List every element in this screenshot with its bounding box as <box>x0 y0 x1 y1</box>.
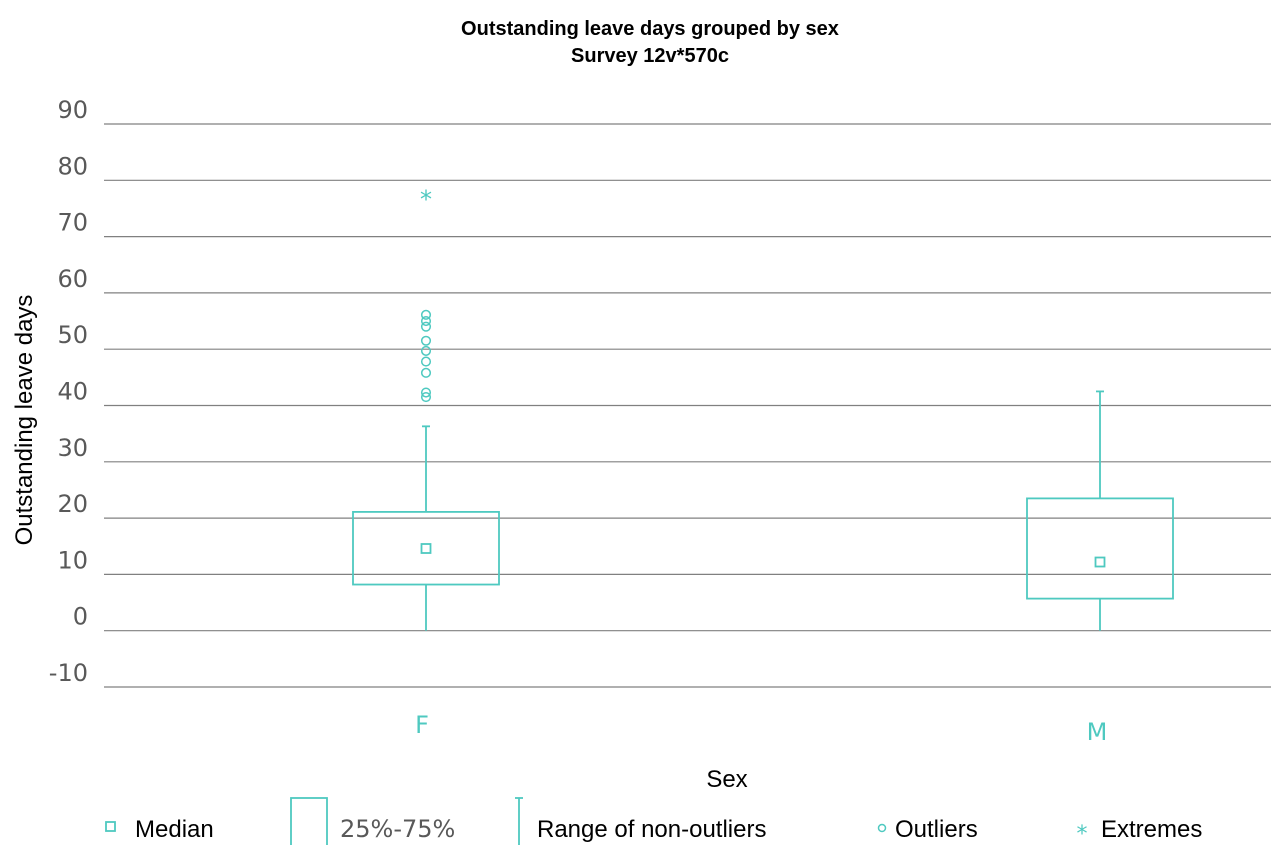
legend-box-marker <box>290 797 328 845</box>
iqr-box <box>352 511 500 586</box>
chart-title: Outstanding leave days grouped by sex <box>461 18 839 40</box>
legend-median-marker <box>105 821 116 832</box>
median-marker <box>420 543 432 554</box>
legend-extreme-marker: * <box>1077 822 1088 845</box>
category-label-m: M <box>1087 718 1108 746</box>
y-tick-label: 20 <box>57 490 88 518</box>
legend-median-label: Median <box>135 816 214 843</box>
extreme-point: * <box>420 186 432 214</box>
y-tick-label: 70 <box>57 209 88 237</box>
outlier-point <box>420 309 432 320</box>
outlier-point <box>420 387 432 398</box>
outlier-point <box>420 335 432 346</box>
legend-outliers-label: Outliers <box>895 816 978 843</box>
legend-range-label: Range of non-outliers <box>537 816 766 843</box>
outlier-point <box>420 345 432 356</box>
outlier-point <box>420 392 432 403</box>
box-m <box>1026 390 1174 631</box>
y-tick-label: 80 <box>57 152 88 180</box>
chart-subtitle: Survey 12v*570c <box>571 45 729 67</box>
y-tick-label: 30 <box>57 434 88 462</box>
iqr-box <box>1026 497 1174 600</box>
y-tick-label: 60 <box>57 265 88 293</box>
y-tick-label: 40 <box>57 378 88 406</box>
legend-box-label: 25%-75% <box>340 815 455 843</box>
outlier-point <box>420 321 432 332</box>
box-series: * <box>352 186 1174 631</box>
y-tick-label: 90 <box>57 96 88 124</box>
y-axis-label: Outstanding leave days <box>11 295 38 546</box>
legend-extremes-label: Extremes <box>1101 816 1202 843</box>
legend: Median 25%-75% Range of non-outliers Out… <box>105 797 1202 845</box>
outlier-point <box>420 367 432 378</box>
y-tick-label: 50 <box>57 321 88 349</box>
gridlines <box>104 123 1271 688</box>
outlier-point <box>420 356 432 367</box>
y-tick-label: 0 <box>73 603 88 631</box>
y-tick-label: -10 <box>49 659 88 687</box>
y-axis-ticks: 90 80 70 60 50 40 30 20 10 0 -10 <box>49 96 88 687</box>
box-f: * <box>352 186 500 631</box>
y-tick-label: 10 <box>57 546 88 574</box>
x-axis-label: Sex <box>706 766 747 793</box>
legend-outlier-marker <box>877 823 887 833</box>
outlier-point <box>420 316 432 327</box>
category-label-f: F <box>415 711 429 739</box>
median-marker <box>1094 556 1106 568</box>
